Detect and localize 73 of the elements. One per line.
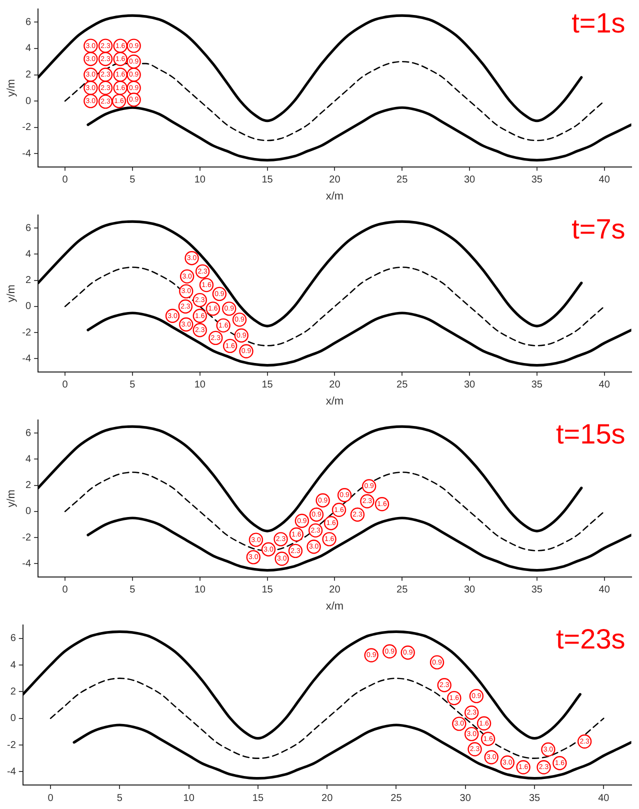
- y-tick-label: -2: [22, 532, 32, 544]
- chart-title: t=1s: [572, 8, 626, 39]
- x-tick-label: 20: [322, 792, 334, 804]
- x-tick-label: 15: [262, 584, 274, 596]
- x-tick-label: 20: [329, 380, 341, 391]
- x-tick-label: 30: [464, 174, 476, 186]
- x-tick-label: 0: [62, 380, 68, 391]
- x-tick-label: 0: [62, 584, 68, 596]
- x-tick-label: 40: [598, 584, 610, 596]
- y-tick-label: 4: [26, 43, 32, 54]
- x-tick-label: 30: [460, 792, 472, 804]
- x-tick-label: 0: [48, 792, 54, 804]
- x-tick-label: 5: [130, 584, 136, 596]
- x-tick-label: 5: [130, 174, 136, 186]
- x-axis-title: x/m: [326, 600, 344, 612]
- x-tick-label: 25: [396, 174, 408, 186]
- y-tick-label: -2: [6, 740, 16, 751]
- x-tick-label: 25: [396, 380, 408, 391]
- y-tick-label: -4: [22, 148, 32, 160]
- x-tick-label: 40: [598, 380, 610, 391]
- x-axis-title: x/m: [326, 395, 344, 408]
- y-tick-label: -4: [6, 766, 16, 778]
- y-tick-label: 6: [26, 222, 32, 234]
- chart-title: t=15s: [556, 418, 626, 450]
- y-tick-label: 2: [26, 480, 32, 492]
- x-tick-label: 15: [262, 380, 274, 391]
- y-tick-label: 0: [26, 301, 32, 312]
- y-tick-label: -4: [22, 353, 32, 364]
- chart-title: t=7s: [572, 214, 626, 245]
- x-axis-title: x/m: [326, 190, 344, 202]
- chart-title: t=23s: [556, 624, 626, 655]
- x-tick-label: 30: [464, 380, 476, 391]
- x-tick-label: 15: [262, 174, 274, 186]
- y-tick-label: 0: [10, 713, 16, 724]
- x-tick-label: 25: [390, 792, 402, 804]
- x-tick-label: 35: [531, 584, 543, 596]
- x-tick-label: 0: [62, 174, 68, 186]
- x-tick-label: 20: [329, 174, 341, 186]
- y-tick-label: 6: [26, 16, 32, 28]
- x-tick-label: 35: [531, 174, 543, 186]
- y-tick-label: -4: [22, 558, 32, 570]
- x-tick-label: 30: [464, 584, 476, 596]
- x-tick-label: 10: [194, 584, 206, 596]
- y-tick-label: 4: [26, 248, 32, 260]
- x-tick-label: 5: [130, 380, 136, 391]
- y-tick-label: 0: [26, 506, 32, 518]
- line-series: [50, 678, 604, 759]
- x-tick-label: 10: [183, 792, 195, 804]
- x-tick-label: 5: [116, 792, 123, 804]
- x-tick-label: 40: [598, 174, 610, 186]
- y-tick-label: 2: [26, 70, 32, 80]
- y-axis-title: y/m: [6, 79, 18, 97]
- x-tick-label: 35: [531, 380, 543, 391]
- y-tick-label: -2: [22, 327, 32, 338]
- x-tick-label: 25: [396, 584, 408, 596]
- y-axis-title: y/m: [6, 490, 18, 508]
- y-tick-label: 6: [10, 633, 16, 644]
- y-tick-label: 4: [26, 454, 32, 465]
- x-tick-label: 10: [194, 380, 206, 391]
- y-tick-label: 0: [26, 96, 32, 107]
- y-tick-label: 4: [10, 660, 16, 671]
- line-series: [86, 516, 632, 572]
- y-axis-title: y/m: [6, 284, 18, 302]
- y-tick-label: 6: [26, 428, 32, 439]
- line-series: [86, 312, 632, 367]
- y-tick-label: 2: [10, 686, 16, 698]
- y-tick-label: -2: [22, 122, 32, 134]
- x-tick-label: 15: [252, 792, 264, 804]
- y-tick-label: 2: [26, 275, 32, 286]
- x-tick-label: 40: [598, 792, 610, 804]
- x-tick-label: 10: [194, 174, 206, 186]
- x-tick-label: 20: [329, 584, 341, 596]
- x-tick-label: 35: [528, 792, 541, 804]
